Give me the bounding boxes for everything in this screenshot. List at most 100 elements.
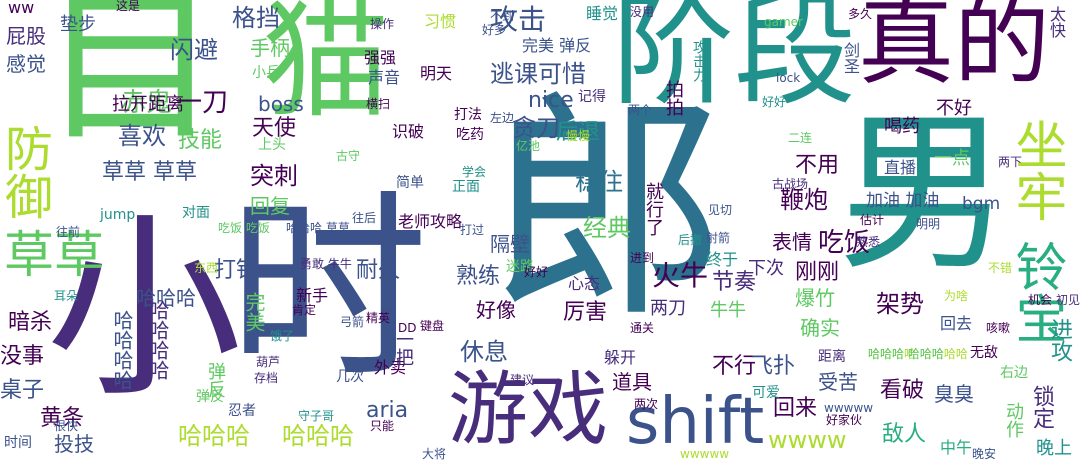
word: 打法 [454,107,482,123]
word: 打过 [460,223,485,237]
word: 葫芦 [256,355,281,369]
word: 黄条 [40,406,85,431]
word: 多久 [848,7,873,21]
word: ww [8,0,35,17]
word: 贪刀 [512,114,560,142]
word: 古战场 [772,177,809,191]
word: 真的 [858,0,1050,98]
word: 进到 [630,251,655,265]
word: 铃宝 [1006,240,1066,344]
word: 拉开距离 [112,94,184,115]
word: 建议 [510,373,535,387]
word: 刚刚 [795,260,840,285]
word: 弓箭 [340,315,365,329]
word: 表情 [772,230,812,254]
word: 明天 [420,64,453,83]
word: 架势 [876,290,924,318]
word: 回来 [773,396,818,421]
word: 晚上 [1036,438,1072,459]
word: 古守 [336,149,361,163]
word: bgm [962,194,1001,214]
word: 熟练 [456,264,501,289]
word: 不到 [490,9,515,23]
word: 肯定 [292,303,317,317]
word: 屁股 [6,24,46,48]
word: 受苦 [818,370,858,394]
word: 没用 [630,5,655,19]
word: 新手 [296,286,329,305]
word: 往前 [56,225,81,239]
word: wwww [768,426,847,454]
word: 很快 [54,419,79,433]
word: 天使 [252,116,297,141]
word: 机会 [1028,293,1053,307]
word: 右边 [1000,365,1028,381]
word: 回去 [940,314,973,333]
word: 弹反 [205,362,226,398]
word: 防御 [0,124,52,220]
word: 强强 [364,48,397,67]
word: 外卖 [374,358,407,377]
word: 好好 [524,265,549,279]
word: 火牛 [652,259,709,292]
word: 声音 [368,68,401,87]
word: 忍者 [228,403,256,419]
word: 剑圣 [841,42,860,74]
word: 两下 [998,155,1023,169]
word: 投技 [54,432,94,456]
word: 两次 [634,397,659,411]
word: 飞扑 [751,354,796,379]
word: 哈哈哈哈 [146,300,170,380]
word: 对面 [182,205,210,221]
word: 喜欢 [118,122,166,150]
word: 经典 [583,214,631,242]
word: 大将 [422,447,447,461]
word: 时 [228,173,429,406]
word: 学会 [462,165,487,179]
word: 横扫 [366,97,391,111]
word: 东西 [194,261,219,275]
word: 爆竹 [795,286,835,310]
word: 咳嗽 [986,321,1011,335]
word: 稳住 [575,168,623,196]
word: lock [776,71,801,85]
word: 终于 [706,250,739,269]
word: 耳朵 [54,289,79,303]
word: wwwww [824,401,874,415]
word: 只能 [370,419,395,433]
word: 老师攻略 [398,212,463,231]
word: 格挡 [232,4,280,32]
word: 自 [40,0,218,164]
word: 好家伙 [826,413,863,427]
word: 好好 [762,95,787,109]
word: 两刀 [650,298,686,319]
word: 逃课可惜 [490,60,586,88]
word: 进攻 [1047,318,1072,362]
word: 节奏 [712,270,757,295]
word: 隔壁 [490,232,530,256]
word: jump [100,207,136,223]
word: 可爱 [752,385,780,401]
word: 估计 [860,213,885,227]
word: 习惯 [424,12,457,31]
word: 射箭 [706,231,731,245]
word: wwwww [680,447,730,461]
word: 初见 [1056,293,1080,307]
word: 弹反 [196,389,224,405]
word: 坐牢 [1006,118,1066,222]
word: 睡觉 [586,4,619,23]
word: 简单 [396,175,424,191]
word: 下次 [748,258,784,279]
word: 通关 [630,321,655,335]
word: aria [366,398,409,423]
word: 不错 [988,261,1013,275]
word: 不好 [936,98,972,119]
word: 草草 草草 [102,160,197,185]
word: 技能 [178,128,223,153]
word: 猫 [262,0,391,136]
word: 晚安 [972,447,997,461]
word: 一刀 [176,88,229,118]
word: gamer [764,15,803,29]
word: 攻击 [490,3,547,36]
